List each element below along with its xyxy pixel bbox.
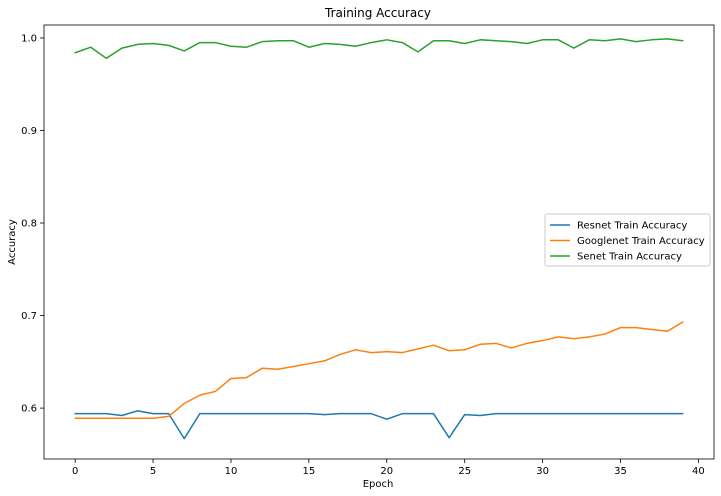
y-tick-label: 0.7: [21, 311, 37, 322]
y-tick-label: 0.9: [21, 126, 37, 137]
legend-label: Googlenet Train Accuracy: [577, 236, 705, 247]
y-tick-label: 0.8: [21, 219, 37, 230]
legend-label: Senet Train Accuracy: [577, 252, 682, 263]
series-line-3: [74, 38, 684, 60]
chart-title: Training Accuracy: [324, 6, 431, 20]
x-tick-label: 30: [536, 466, 549, 477]
legend: Resnet Train Accuracy Googlenet Train Acc…: [544, 213, 711, 267]
x-tick-label: 40: [692, 466, 705, 477]
x-tick-label: 15: [303, 466, 316, 477]
legend-box: [544, 213, 711, 267]
series-layer: [74, 38, 684, 440]
x-tick-label: 0: [72, 466, 78, 477]
y-axis-label: Accuracy: [7, 219, 18, 265]
x-axis-label: Epoch: [363, 479, 394, 490]
y-tick-label: 1.0: [21, 33, 37, 44]
x-tick-label: 20: [380, 466, 393, 477]
x-tick-label: 25: [458, 466, 471, 477]
plot-area: [43, 24, 715, 460]
y-axis-ticks: 0.6 0.7 0.8 0.9 1.0: [21, 33, 44, 415]
x-tick-label: 35: [614, 466, 627, 477]
x-tick-label: 5: [150, 466, 156, 477]
x-tick-label: 10: [225, 466, 238, 477]
series-line-2: [74, 321, 684, 420]
x-axis-ticks: 0 5 10 15 20 25 30 35 40: [72, 459, 705, 477]
plot-frame: [43, 24, 715, 460]
legend-label: Resnet Train Accuracy: [577, 221, 687, 232]
series-line-1: [74, 410, 684, 440]
y-tick-label: 0.6: [21, 404, 37, 415]
